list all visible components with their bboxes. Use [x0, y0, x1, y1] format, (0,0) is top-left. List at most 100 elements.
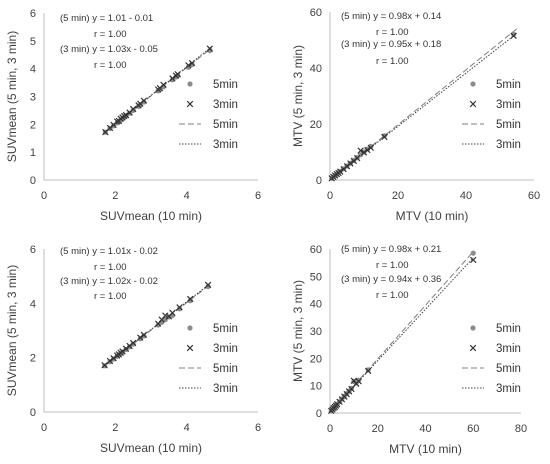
point-5min — [381, 133, 387, 139]
x-tick-label: 40 — [460, 190, 472, 202]
x-axis-label: SUVmean (10 min) — [100, 209, 202, 223]
fit-annotation: r = 1.00 — [94, 29, 126, 40]
x-tick-label: 0 — [41, 190, 47, 202]
point-3min — [364, 367, 372, 375]
point-3min — [353, 154, 361, 162]
legend-label: 3min — [496, 139, 521, 151]
x-tick-label: 40 — [419, 423, 431, 435]
legend-label: 5min — [496, 79, 521, 91]
fit-annotation: (3 min) y = 0.94x + 0.36 — [341, 274, 441, 285]
point-5min — [187, 298, 193, 304]
x-tick-label: 60 — [467, 423, 479, 435]
legend-marker-5min — [470, 325, 476, 331]
y-tick-label: 60 — [310, 7, 322, 19]
legend-label: 5min — [496, 323, 521, 335]
legend-marker-3min — [469, 344, 477, 352]
x-tick-label: 0 — [327, 190, 333, 202]
x-tick-label: 0 — [41, 422, 47, 434]
fit-annotation: r = 1.00 — [376, 27, 408, 38]
fit-annotation: (3 min) y = 0.95x + 0.18 — [341, 39, 441, 50]
legend-label: 5min — [213, 79, 238, 91]
y-tick-label: 40 — [310, 299, 322, 311]
fit-annotation: r = 1.00 — [94, 291, 126, 302]
fit-line-3min — [329, 257, 474, 413]
fit-annotation: (3 min) y = 1.02x - 0.02 — [60, 276, 158, 287]
point-3min — [188, 59, 196, 67]
y-tick-label: 50 — [310, 271, 322, 283]
y-axis-label: MTV (5 min, 3 min) — [291, 280, 305, 382]
y-tick-label: 0 — [316, 175, 322, 187]
legend-label: 5min — [213, 323, 238, 335]
x-axis-label: MTV (10 min) — [396, 209, 469, 223]
point-5min — [205, 283, 211, 290]
fit-annotation: (5 min) y = 0.98x + 0.21 — [341, 244, 441, 255]
point-3min — [360, 149, 368, 156]
fit-annotation: r = 1.00 — [376, 290, 408, 301]
point-3min — [364, 146, 371, 154]
point-3min — [187, 295, 194, 303]
x-tick-label: 6 — [255, 190, 261, 202]
point-3min — [119, 348, 126, 355]
point-5min — [510, 31, 517, 37]
legend: 5min 3min 5min 3min — [179, 323, 238, 395]
legend-marker-3min — [186, 100, 194, 108]
x-tick-label: 2 — [112, 422, 118, 434]
y-tick-label: 20 — [310, 119, 322, 131]
point-3min — [470, 256, 477, 264]
point-3min — [336, 168, 344, 175]
legend-label: 3min — [496, 383, 521, 395]
y-tick-label: 40 — [310, 63, 322, 75]
y-tick-label: 6 — [30, 8, 36, 20]
point-3min — [140, 97, 148, 104]
point-3min — [510, 32, 517, 40]
point-3min — [110, 354, 117, 362]
fit-annotation: (5 min) y = 1.01 - 0.01 — [60, 13, 153, 24]
legend-marker-5min — [187, 325, 193, 331]
legend: 5min 3min 5min 3min — [462, 79, 521, 151]
x-tick-label: 2 — [112, 190, 118, 202]
fit-annotation: r = 1.00 — [94, 262, 126, 273]
point-3min — [122, 111, 130, 119]
legend-label: 5min — [496, 119, 521, 131]
legend-label: 3min — [213, 383, 238, 395]
y-tick-label: 5 — [30, 36, 36, 48]
point-3min — [355, 378, 362, 385]
legend-marker-3min — [186, 344, 194, 352]
x-tick-label: 80 — [515, 423, 527, 435]
y-tick-label: 10 — [310, 381, 322, 393]
legend-label: 3min — [213, 139, 238, 151]
fit-annotation: r = 1.00 — [94, 60, 126, 71]
point-3min — [137, 334, 144, 341]
point-3min — [185, 62, 192, 69]
point-3min — [129, 339, 137, 347]
x-tick-label: 60 — [528, 190, 540, 202]
point-3min — [348, 385, 355, 393]
point-5min — [365, 367, 371, 373]
x-tick-label: 20 — [392, 190, 404, 202]
legend-marker-5min — [187, 81, 193, 87]
legend-label: 5min — [213, 363, 238, 375]
point-5min — [356, 377, 362, 383]
point-3min — [122, 345, 130, 352]
x-tick-label: 0 — [327, 423, 333, 435]
point-3min — [381, 133, 388, 141]
point-5min — [130, 341, 136, 347]
fit-annotation: (3 min) y = 1.03x - 0.05 — [60, 44, 158, 55]
fit-annotation: (5 min) y = 1.01x - 0.02 — [60, 246, 158, 257]
y-tick-label: 2 — [30, 119, 36, 131]
legend-marker-3min — [469, 100, 477, 108]
point-3min — [101, 362, 108, 369]
plot-1: 0 2 4 6 0 1 2 3 4 5 6 SUVmean (10 min) SUVmean (5 mi… — [5, 8, 261, 223]
point-5min — [176, 306, 183, 312]
fit-annotation: (5 min) y = 0.98x + 0.14 — [341, 11, 441, 22]
legend: 5min 3min 5min 3min — [462, 323, 521, 395]
y-tick-label: 2 — [30, 353, 36, 365]
fit-annotation: r = 1.00 — [376, 56, 408, 67]
legend: 5min 3min 5min 3min — [179, 79, 238, 151]
x-tick-label: 4 — [184, 190, 190, 202]
x-axis-label: SUVmean (10 min) — [100, 441, 202, 455]
y-tick-label: 3 — [30, 92, 36, 104]
point-3min — [106, 357, 114, 365]
y-tick-label: 6 — [30, 244, 36, 256]
